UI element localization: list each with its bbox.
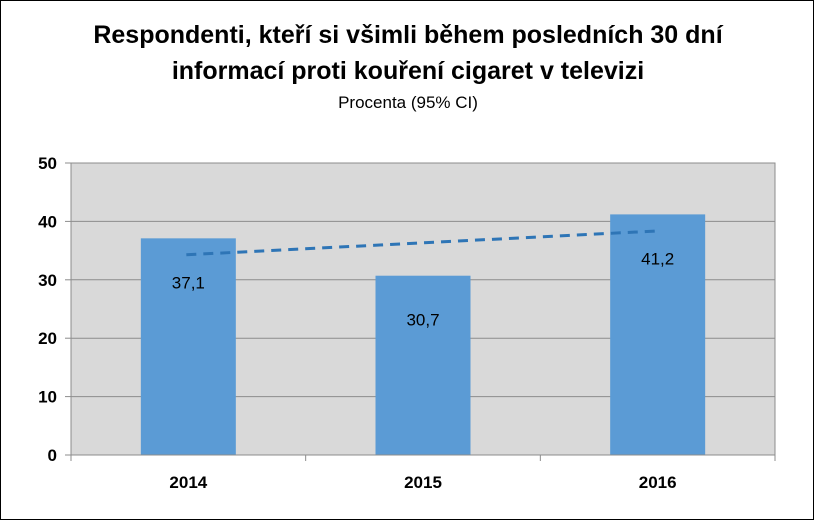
data-label: 30,7 xyxy=(406,311,439,330)
trendline xyxy=(186,229,660,257)
y-tick-label: 10 xyxy=(38,388,57,407)
chart-title-line-2: informací proti kouření cigaret v televi… xyxy=(171,57,645,85)
chart-title-line-1: Respondenti, kteří si všimli během posle… xyxy=(93,21,723,49)
chart-subtitle: Procenta (95% CI) xyxy=(338,93,478,112)
bar-2016 xyxy=(610,214,706,455)
data-label: 41,2 xyxy=(641,249,674,268)
bar-2014 xyxy=(140,238,236,455)
y-tick-label: 40 xyxy=(38,212,57,231)
y-tick-label: 50 xyxy=(38,154,57,173)
bar-2015 xyxy=(375,275,471,455)
y-tick-label: 20 xyxy=(38,329,57,348)
y-tick-label: 0 xyxy=(48,446,57,465)
x-tick-label: 2016 xyxy=(639,473,677,492)
x-tick-label: 2014 xyxy=(169,473,207,492)
data-label: 37,1 xyxy=(172,273,205,292)
x-tick-label: 2015 xyxy=(404,473,442,492)
y-tick-label: 30 xyxy=(38,271,57,290)
